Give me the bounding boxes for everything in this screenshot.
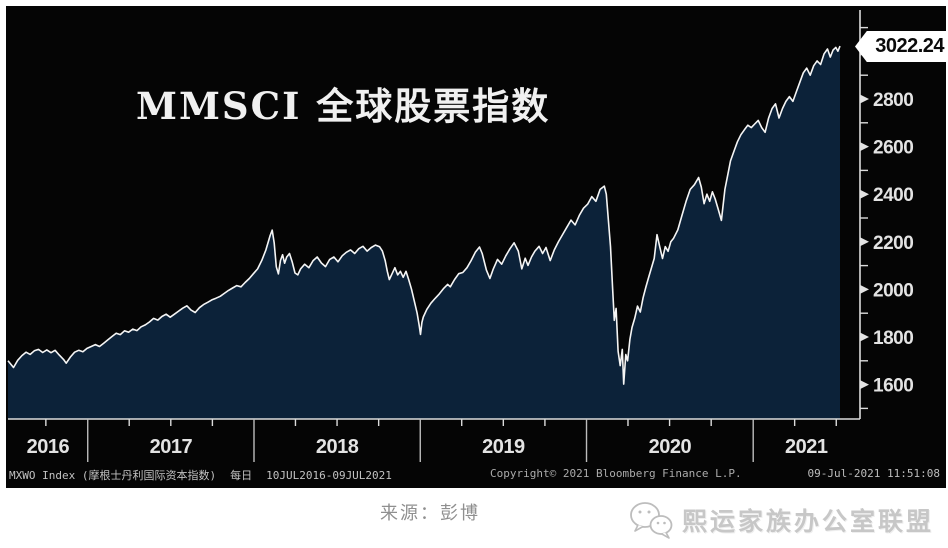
price-line-group [7, 45, 841, 385]
y-major-tick-arrow [860, 142, 869, 152]
x-axis-group: 2016 2017 2018 2019 2020 2021 [8, 418, 860, 462]
chart-panel: 2016 2017 2018 2019 2020 2021 1600 1800 2000 220… [6, 6, 946, 488]
x-year-label: 2020 [649, 436, 692, 458]
brand-logo: 熙运家族办公室联盟 [628, 500, 934, 540]
y-major-tick-arrow [860, 189, 869, 199]
brand-name: 熙运家族办公室联盟 [681, 508, 934, 536]
y-major-tick-arrow [860, 94, 869, 104]
security-label: MXWO Index (摩根士丹利国际资本指数) [9, 469, 217, 482]
wechat-icon [630, 502, 673, 539]
area-fill-group [8, 46, 840, 419]
y-tick-label: 1600 [873, 376, 913, 397]
y-tick-label: 2400 [873, 185, 913, 206]
x-year-label: 2018 [316, 436, 359, 458]
copyright-label: Copyright© 2021 Bloomberg Finance L.P. [490, 467, 742, 480]
price-line [7, 45, 841, 385]
status-left: MXWO Index (摩根士丹利国际资本指数) 每日 10JUL2016-09JU… [9, 467, 406, 483]
last-price-value: 3022.24 [875, 35, 944, 57]
x-year-label: 2017 [150, 436, 193, 458]
y-major-tick-arrow [860, 284, 869, 294]
y-tick-label: 2800 [873, 90, 913, 111]
timestamp-label: 09-Jul-2021 11:51:08 [807, 467, 940, 480]
y-major-tick-arrow [860, 237, 869, 247]
y-axis-group: 16001800200022002400260028003000 [859, 10, 914, 419]
frequency-label: 每日 [230, 469, 253, 482]
y-tick-label: 2000 [873, 280, 913, 301]
y-tick-label: 2200 [873, 233, 913, 254]
y-major-tick-arrow [860, 380, 869, 390]
y-tick-label: 1800 [873, 328, 913, 349]
date-range-label: 10JUL2016-09JUL2021 [266, 469, 392, 482]
chart-svg: 2016 2017 2018 2019 2020 2021 1600 1800 2000 220… [7, 10, 914, 462]
chart-title: MMSCI 全球股票指数 [136, 84, 551, 128]
source-label: 来源：彭博 [380, 503, 480, 523]
x-year-label: 2021 [785, 436, 828, 458]
x-year-label: 2019 [482, 436, 525, 458]
y-tick-label: 2600 [873, 138, 913, 159]
footer: 来源：彭博 熙运家族办公室联盟 [0, 488, 948, 548]
x-year-label: 2016 [27, 436, 70, 458]
status-bar: MXWO Index (摩根士丹利国际资本指数) 每日 10JUL2016-09JU… [6, 464, 946, 484]
y-major-tick-arrow [860, 332, 869, 342]
area-fill [8, 46, 840, 419]
last-price-badge: 3022.24 [855, 31, 946, 62]
